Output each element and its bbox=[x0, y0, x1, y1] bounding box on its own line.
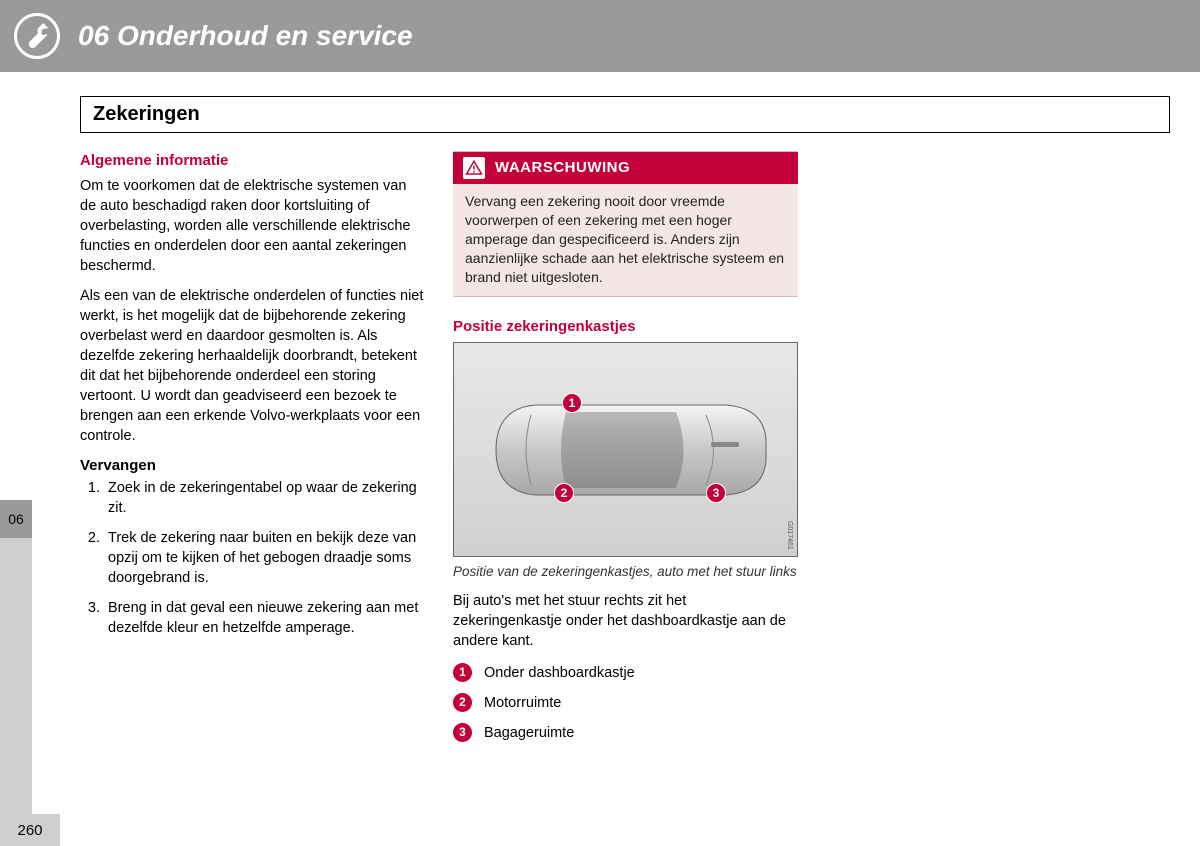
side-tabs: 06 bbox=[0, 500, 32, 838]
heading-fusebox-positions: Positie zekeringenkastjes bbox=[453, 317, 798, 338]
car-illustration bbox=[476, 390, 776, 510]
page-number: 260 bbox=[0, 814, 60, 846]
legend-num-2: 2 bbox=[453, 693, 472, 712]
content-columns: Algemene informatie Om te voorkomen dat … bbox=[0, 151, 1200, 753]
legend-label-2: Motorruimte bbox=[484, 693, 561, 713]
step-2: Trek de zekering naar buiten en bekijk d… bbox=[104, 528, 425, 588]
figure-code: G017461 bbox=[784, 521, 794, 550]
section-title-box: Zekeringen bbox=[80, 96, 1170, 133]
legend-label-3: Bagageruimte bbox=[484, 723, 574, 743]
step-1: Zoek in de zekeringentabel op waar de ze… bbox=[104, 478, 425, 518]
column-right: WAARSCHUWING Vervang een zekering nooit … bbox=[453, 151, 798, 753]
figure-caption: Positie van de zekeringenkastjes, auto m… bbox=[453, 563, 798, 581]
heading-general-info: Algemene informatie bbox=[80, 151, 425, 172]
para-intro: Om te voorkomen dat de elektrische syste… bbox=[80, 176, 425, 276]
column-left: Algemene informatie Om te voorkomen dat … bbox=[80, 151, 425, 753]
figure-car-top-view: 1 2 3 G017461 bbox=[453, 342, 798, 557]
replacement-steps: Zoek in de zekeringentabel op waar de ze… bbox=[80, 478, 425, 638]
side-tab-chapter: 06 bbox=[0, 500, 32, 538]
legend-item-2: 2 Motorruimte bbox=[453, 693, 798, 713]
warning-header: WAARSCHUWING bbox=[453, 152, 798, 184]
legend-list: 1 Onder dashboardkastje 2 Motorruimte 3 … bbox=[453, 663, 798, 743]
heading-replace: Vervangen bbox=[80, 456, 425, 477]
figure-callout-2: 2 bbox=[554, 483, 574, 503]
para-right-hand-drive: Bij auto's met het stuur rechts zit het … bbox=[453, 591, 798, 651]
warning-triangle-icon bbox=[463, 157, 485, 179]
legend-num-1: 1 bbox=[453, 663, 472, 682]
chapter-title: 06 Onderhoud en service bbox=[78, 20, 413, 52]
legend-label-1: Onder dashboardkastje bbox=[484, 663, 635, 683]
legend-item-3: 3 Bagageruimte bbox=[453, 723, 798, 743]
legend-num-3: 3 bbox=[453, 723, 472, 742]
warning-label: WAARSCHUWING bbox=[495, 158, 630, 179]
wrench-icon bbox=[14, 13, 60, 59]
side-tab-strip bbox=[0, 538, 32, 838]
section-title: Zekeringen bbox=[93, 103, 1157, 126]
legend-item-1: 1 Onder dashboardkastje bbox=[453, 663, 798, 683]
figure-callout-1: 1 bbox=[562, 393, 582, 413]
warning-box: WAARSCHUWING Vervang een zekering nooit … bbox=[453, 151, 798, 297]
chapter-header: 06 Onderhoud en service bbox=[0, 0, 1200, 72]
step-3: Breng in dat geval een nieuwe zekering a… bbox=[104, 598, 425, 638]
para-troubleshoot: Als een van de elektrische onderdelen of… bbox=[80, 286, 425, 446]
figure-callout-3: 3 bbox=[706, 483, 726, 503]
warning-body: Vervang een zekering nooit door vreemde … bbox=[453, 184, 798, 296]
